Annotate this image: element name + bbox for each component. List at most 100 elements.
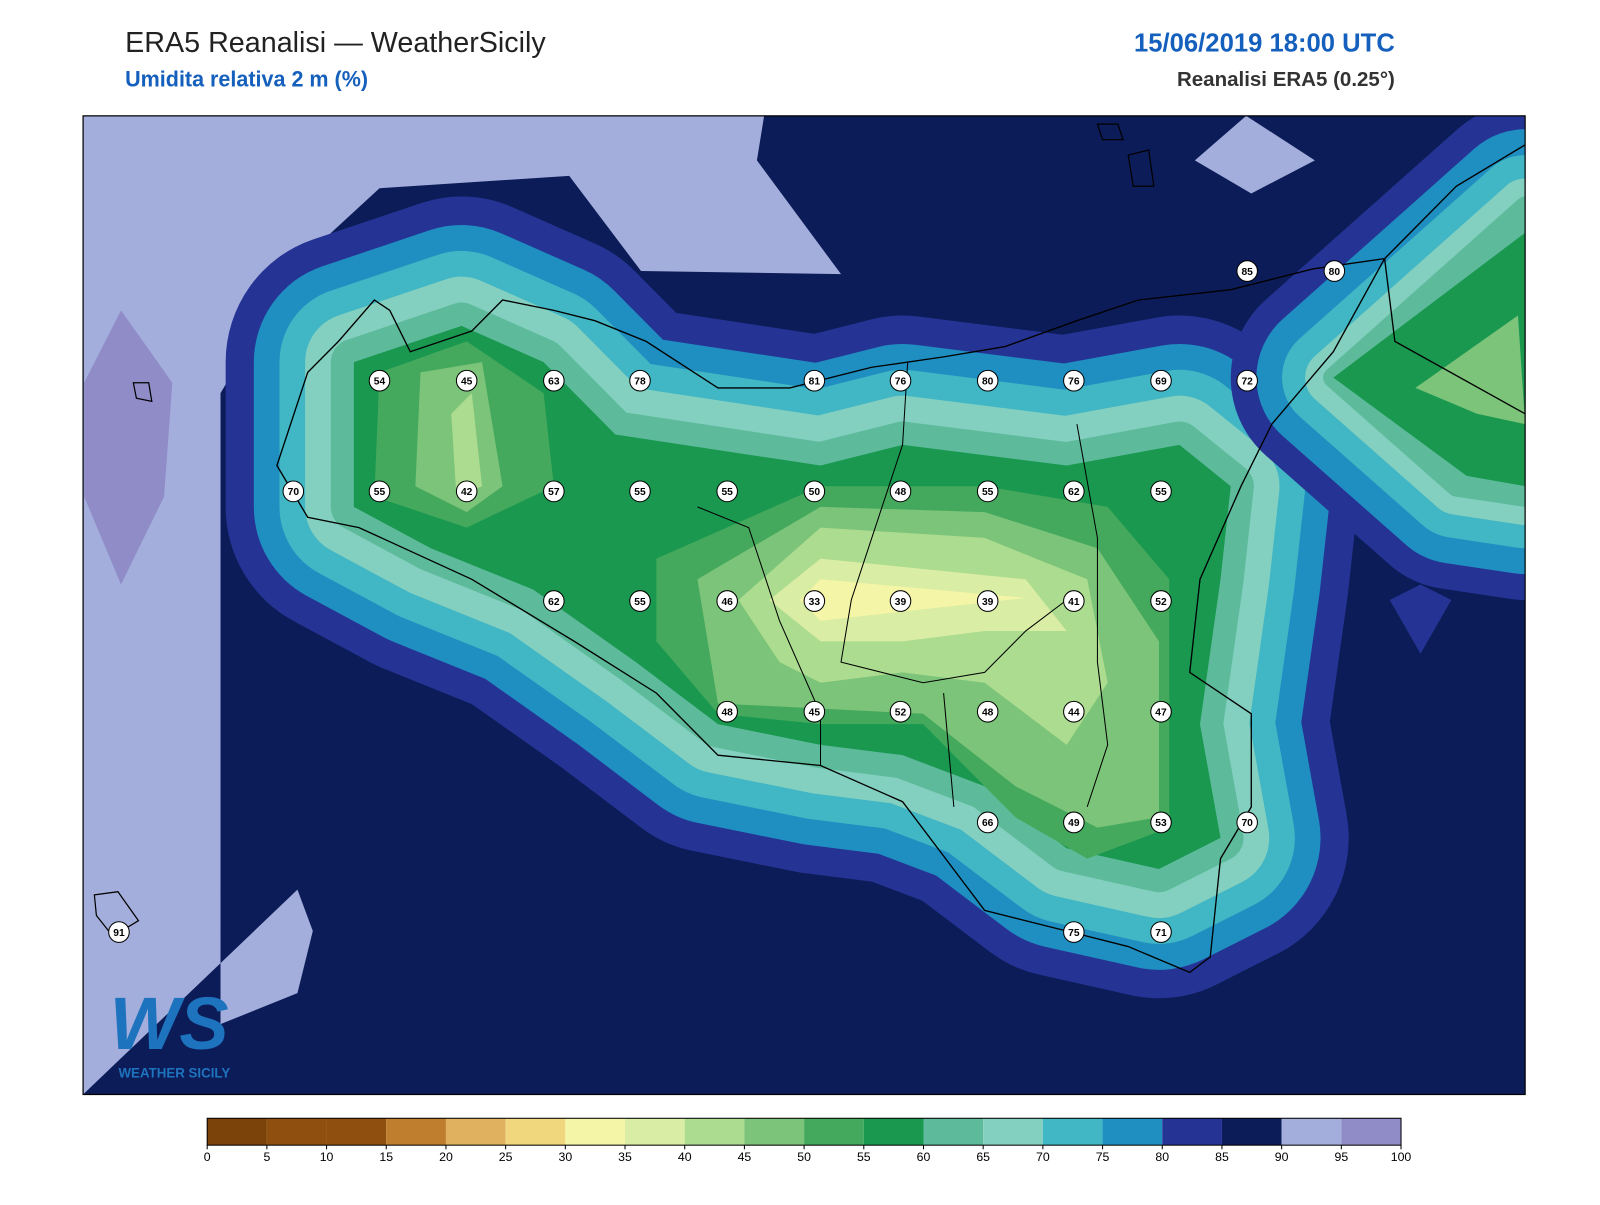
station-marker [803,700,826,723]
source: Reanalisi ERA5 (0.25°) [1177,68,1395,91]
colorbar-tick-label: 50 [797,1150,811,1164]
station-value: 66 [982,818,994,829]
station-value: 42 [461,487,473,498]
station-marker [543,590,565,612]
logo-mark: WS [110,982,229,1065]
humidity-area [1389,584,1452,654]
station-value: 33 [809,597,821,608]
station-marker [716,700,738,723]
humidity-area [1394,804,1479,854]
colorbar-segment [207,1118,267,1146]
humidity-area [83,115,842,1095]
colorbar-segment [983,1118,1043,1146]
station-value: 39 [982,597,994,608]
colorbar-tick-label: 80 [1155,1150,1169,1164]
station-marker [1150,480,1172,503]
station-value: 45 [809,707,821,718]
station-value: 46 [721,597,733,608]
station-value: 49 [1068,818,1080,829]
colorbar-segment [505,1118,566,1146]
colorbar-segment [744,1118,805,1146]
colorbar-tick-label: 40 [678,1150,692,1164]
station-value: 41 [1068,597,1080,608]
station-value: 62 [1068,487,1080,498]
station-value: 39 [895,597,907,608]
station-value: 70 [288,487,300,498]
station-value: 52 [895,707,907,718]
logo-caption: WEATHER SICILY [118,1065,230,1080]
colorbar-tick-label: 30 [558,1150,572,1164]
colorbar-segment [863,1118,924,1146]
station-marker [1150,921,1172,943]
station-marker [716,590,738,612]
humidity-area [800,579,1026,621]
station-marker [976,590,999,612]
station-marker [1150,590,1172,612]
station-value: 78 [634,376,646,387]
title: ERA5 Reanalisi — WeatherSicily [125,27,546,59]
station-marker [282,480,305,503]
datetime: 15/06/2019 18:00 UTC [1134,29,1395,57]
station-value: 47 [1155,707,1167,718]
colorbar-segment [1281,1118,1342,1146]
colorbar-tick-label: 70 [1036,1150,1050,1164]
station-value: 48 [895,487,907,498]
station-value: 76 [895,376,907,387]
colorbar-segment [1162,1118,1222,1146]
colorbar-tick-label: 10 [320,1150,334,1164]
station-value: 72 [1241,376,1253,387]
station-value: 91 [113,928,125,939]
colorbar-segment [1341,1118,1402,1146]
colorbar-tick-label: 35 [618,1150,632,1164]
station-value: 63 [548,376,560,387]
station-marker [716,480,738,503]
colorbar-tick-label: 55 [857,1150,871,1164]
humidity-area [1194,115,1315,194]
station-marker [629,369,651,392]
station-value: 71 [1155,928,1167,939]
humidity-area [1333,232,1526,487]
station-marker [1063,921,1085,943]
colorbar: 0 5 10 15 20 25 30 35 40 45 50 55 60 65 70 75 80 85 90 95 10… [204,1117,1411,1164]
station-value: 70 [1241,818,1253,829]
station-marker [1236,260,1258,282]
station-marker [1150,369,1172,392]
station-value: 44 [1068,707,1080,718]
station-marker [1063,590,1085,612]
colorbar-tick-label: 60 [917,1150,931,1164]
colorbar-segment [1221,1118,1282,1146]
station-value: 80 [1329,267,1341,278]
station-marker [108,921,130,943]
station-value: 50 [809,487,821,498]
map: 85 80 54 45 63 78 81 76 80 76 69 72 70 55 42 57 55 55 50 48… [83,115,1526,1095]
station-marker [1063,700,1085,723]
station-value: 55 [721,487,733,498]
station-value: 81 [809,376,821,387]
humidity-area [451,393,483,497]
colorbar-segment [923,1118,984,1146]
station-marker [543,480,565,503]
station-marker [543,369,565,392]
station-marker [803,480,826,503]
province-borders [697,362,1109,808]
colorbar-segment [565,1118,626,1146]
colorbar-segment [1042,1118,1103,1146]
colorbar-tick-label: 85 [1215,1150,1229,1164]
station-value: 55 [374,487,386,498]
colorbar-tick-label: 5 [263,1150,270,1164]
station-marker [803,369,826,392]
colorbar-segment [266,1118,327,1146]
station-marker [1236,811,1258,834]
station-value: 55 [982,487,994,498]
humidity-area [84,310,173,585]
station-value: 80 [982,376,994,387]
station-value: 75 [1068,928,1080,939]
colorbar-tick-label: 0 [204,1150,211,1164]
station-value: 55 [634,597,646,608]
station-marker [368,369,391,392]
station-marker [1236,369,1258,392]
station-marker [803,590,826,612]
station-marker [1063,480,1085,503]
station-marker [976,700,999,723]
